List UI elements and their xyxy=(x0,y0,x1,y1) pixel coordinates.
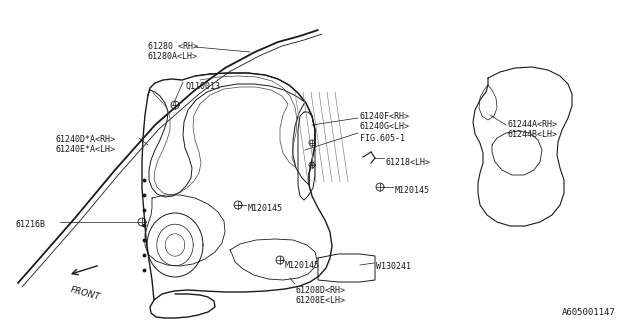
Text: A605001147: A605001147 xyxy=(562,308,616,317)
Text: 61280 <RH>: 61280 <RH> xyxy=(148,42,198,51)
Text: 61218<LH>: 61218<LH> xyxy=(386,158,431,167)
Text: 61240D*A<RH>: 61240D*A<RH> xyxy=(55,135,115,144)
Text: 61240F<RH>: 61240F<RH> xyxy=(360,112,410,121)
Text: FIG.605-1: FIG.605-1 xyxy=(360,134,405,143)
Text: M120145: M120145 xyxy=(285,261,320,270)
Text: 61280A<LH>: 61280A<LH> xyxy=(148,52,198,61)
Text: 61216B: 61216B xyxy=(16,220,46,229)
Text: 61208D<RH>: 61208D<RH> xyxy=(295,286,345,295)
Text: M120145: M120145 xyxy=(395,186,430,195)
Text: 61244B<LH>: 61244B<LH> xyxy=(508,130,558,139)
Text: 61244A<RH>: 61244A<RH> xyxy=(508,120,558,129)
Text: 61240G<LH>: 61240G<LH> xyxy=(360,122,410,131)
Text: W130241: W130241 xyxy=(376,262,411,271)
Text: FRONT: FRONT xyxy=(69,285,101,302)
Text: Q110013: Q110013 xyxy=(185,82,220,91)
Text: M120145: M120145 xyxy=(248,204,283,213)
Text: 61240E*A<LH>: 61240E*A<LH> xyxy=(55,145,115,154)
Text: 61208E<LH>: 61208E<LH> xyxy=(295,296,345,305)
